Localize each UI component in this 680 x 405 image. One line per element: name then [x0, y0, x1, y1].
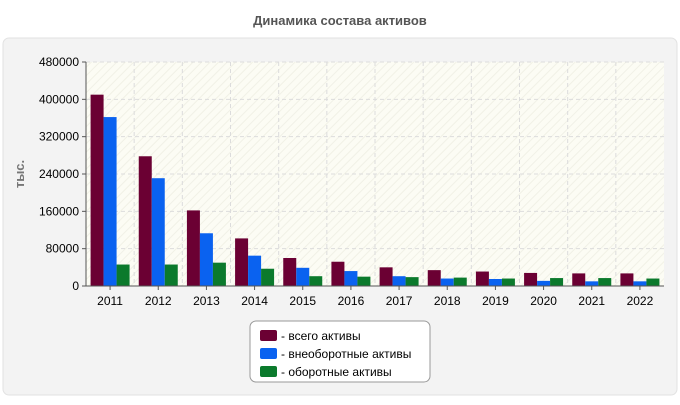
y-tick-label: 480000 [39, 55, 79, 69]
bar-2020-series-1[interactable] [524, 272, 538, 286]
legend-swatch [260, 348, 277, 359]
y-axis-ticks: 0 80000 160000 240000 320000 400000 480000 [39, 55, 86, 293]
bar-2018-series-2[interactable] [440, 278, 454, 286]
bar-2015-series-2[interactable] [296, 267, 310, 286]
x-tick-label: 2015 [289, 294, 316, 308]
legend-entry[interactable]: - всего активы [281, 329, 361, 343]
x-axis-ticks: 2011 2012 2013 2014 2015 2016 2017 2018 2019 2020… [97, 286, 654, 308]
bars [90, 94, 660, 287]
bar-2021-series-3[interactable] [598, 278, 612, 286]
bar-2017-series-3[interactable] [405, 277, 419, 286]
legend-entry[interactable]: - внеоборотные активы [281, 347, 411, 361]
bar-2012-series-1[interactable] [138, 156, 152, 286]
y-tick-label: 400000 [39, 92, 79, 106]
x-tick-label: 2018 [434, 294, 461, 308]
bar-2014-series-2[interactable] [248, 255, 262, 286]
legend-box [249, 320, 431, 383]
y-tick-label: 320000 [39, 130, 79, 144]
bar-2020-series-2[interactable] [537, 280, 551, 286]
y-axis-label: тыс. [12, 160, 27, 188]
bar-2012-series-3[interactable] [164, 264, 178, 286]
bar-2019-series-2[interactable] [488, 279, 502, 286]
bar-2015-series-1[interactable] [283, 258, 297, 286]
x-tick-label: 2013 [193, 294, 220, 308]
bar-2022-series-1[interactable] [620, 273, 634, 286]
bar-2011-series-1[interactable] [90, 94, 104, 287]
legend-swatch [260, 366, 277, 377]
bar-2013-series-1[interactable] [186, 210, 200, 286]
y-tick-label: 0 [72, 279, 79, 293]
bar-2022-series-3[interactable] [646, 278, 660, 286]
bar-2011-series-3[interactable] [116, 264, 130, 286]
y-tick-label: 160000 [39, 204, 79, 218]
y-tick-label: 80000 [46, 242, 80, 256]
x-tick-label: 2017 [386, 294, 413, 308]
legend-entry[interactable]: - оборотные активы [281, 365, 392, 379]
bar-2018-series-3[interactable] [453, 277, 467, 286]
bar-2021-series-1[interactable] [572, 273, 586, 286]
bar-2017-series-2[interactable] [392, 276, 406, 286]
x-tick-label: 2021 [578, 294, 605, 308]
bar-2013-series-2[interactable] [199, 233, 213, 286]
bar-2014-series-1[interactable] [235, 238, 249, 286]
x-tick-label: 2019 [482, 294, 509, 308]
bar-2018-series-1[interactable] [427, 270, 441, 286]
bar-2015-series-3[interactable] [309, 276, 323, 286]
bar-2019-series-3[interactable] [501, 278, 515, 286]
bar-2012-series-2[interactable] [151, 178, 165, 286]
bar-2022-series-2[interactable] [633, 281, 647, 286]
chart-title: Динамика состава активов [253, 13, 427, 28]
x-tick-label: 2011 [97, 294, 123, 308]
bar-2016-series-1[interactable] [331, 261, 345, 286]
bar-2017-series-1[interactable] [379, 267, 393, 286]
bar-2020-series-3[interactable] [550, 278, 564, 286]
bar-2013-series-3[interactable] [212, 262, 226, 286]
x-tick-label: 2012 [145, 294, 172, 308]
x-tick-label: 2020 [530, 294, 557, 308]
x-tick-label: 2022 [627, 294, 654, 308]
bar-2016-series-2[interactable] [344, 271, 358, 286]
bar-2019-series-1[interactable] [475, 271, 489, 286]
x-tick-label: 2016 [338, 294, 365, 308]
bar-2014-series-3[interactable] [261, 268, 275, 286]
y-tick-label: 240000 [39, 167, 79, 181]
legend: - всего активы - внеоборотные активы - обо… [249, 320, 431, 383]
legend-swatch [260, 330, 277, 341]
x-tick-label: 2014 [241, 294, 268, 308]
bar-2011-series-2[interactable] [103, 117, 117, 286]
gridlines [86, 61, 664, 286]
bar-2016-series-3[interactable] [357, 276, 371, 286]
bar-2021-series-2[interactable] [585, 281, 599, 286]
